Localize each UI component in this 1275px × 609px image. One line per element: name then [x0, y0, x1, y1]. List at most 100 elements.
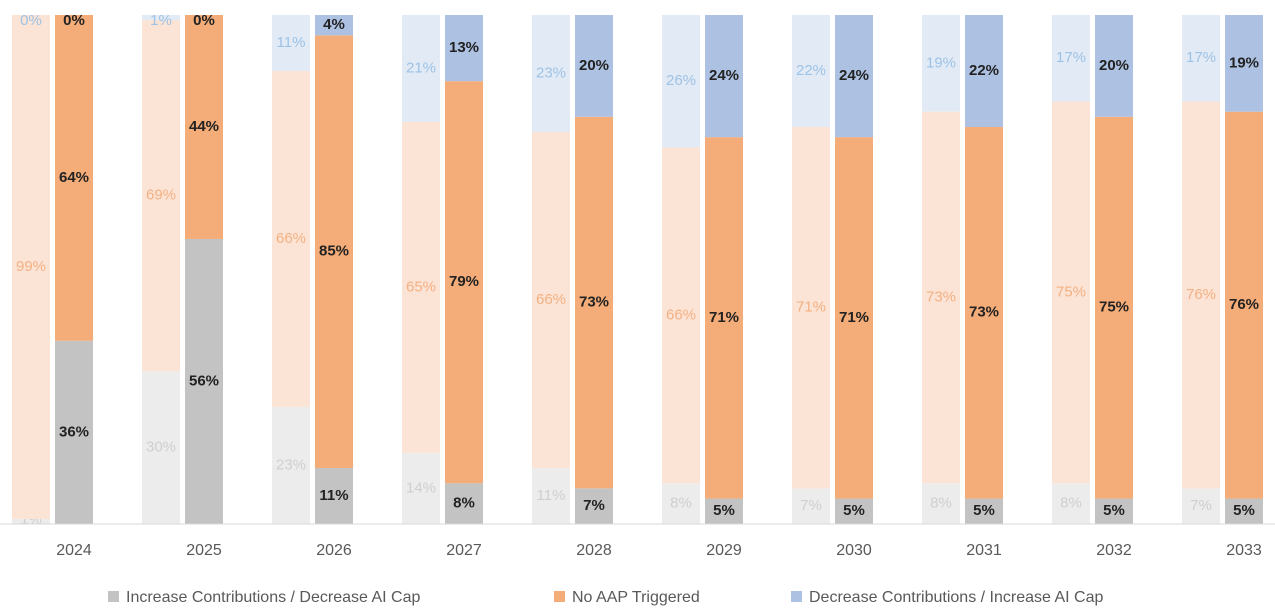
- data-label: 22%: [796, 62, 826, 79]
- data-label: 23%: [276, 456, 306, 473]
- data-label: 24%: [839, 67, 869, 84]
- faded-bar-segment: [272, 70, 310, 407]
- data-label: 30%: [146, 439, 176, 456]
- x-tick-label: 2028: [576, 542, 612, 559]
- faded-bar-segment: [922, 483, 960, 524]
- data-label: 75%: [1056, 283, 1086, 300]
- bar-segment: [445, 483, 483, 524]
- data-label: 0%: [63, 12, 85, 29]
- faded-bar-segment: [792, 488, 830, 524]
- x-tick-label: 2033: [1226, 542, 1262, 559]
- data-label: 17%: [1056, 49, 1086, 66]
- bar-segment: [185, 238, 223, 524]
- data-label: 69%: [146, 187, 176, 204]
- data-label: 0%: [193, 12, 215, 29]
- x-tick-label: 2027: [446, 542, 482, 559]
- faded-bar-segment: [532, 15, 570, 133]
- legend-label: Increase Contributions / Decrease AI Cap: [126, 589, 420, 606]
- data-label: 22%: [969, 62, 999, 79]
- bar-segment: [1225, 111, 1263, 499]
- bar-segment: [705, 15, 743, 138]
- legend-label: No AAP Triggered: [572, 589, 700, 606]
- data-label: 21%: [406, 59, 436, 76]
- x-tick-label: 2032: [1096, 542, 1132, 559]
- data-label: 5%: [843, 502, 865, 519]
- bar-segment: [1095, 116, 1133, 499]
- data-label: 4%: [323, 16, 345, 33]
- x-tick-label: 2026: [316, 542, 352, 559]
- x-tick-label: 2029: [706, 542, 742, 559]
- data-label: 85%: [319, 243, 349, 260]
- data-label: 26%: [666, 72, 696, 89]
- faded-bar-segment: [142, 20, 180, 372]
- bar-segment: [965, 126, 1003, 499]
- data-label: 1%: [150, 12, 172, 29]
- data-label: 75%: [1099, 299, 1129, 316]
- faded-bar-segment: [662, 147, 700, 484]
- data-label: 20%: [1099, 57, 1129, 74]
- data-label: 76%: [1229, 296, 1259, 313]
- data-label: 5%: [973, 502, 995, 519]
- bar-segment: [315, 15, 353, 36]
- data-label: 73%: [926, 288, 956, 305]
- data-label: 71%: [709, 309, 739, 326]
- faded-bar-segment: [1052, 101, 1090, 484]
- faded-bar-segment: [1182, 488, 1220, 524]
- bar-segment: [1225, 498, 1263, 524]
- faded-bar-segment: [402, 15, 440, 122]
- bar-segment: [705, 498, 743, 524]
- legend-swatch: [554, 591, 565, 602]
- data-label: 5%: [1233, 502, 1255, 519]
- faded-bar-segment: [792, 15, 830, 127]
- data-label: 44%: [189, 118, 219, 135]
- data-label: 5%: [1103, 502, 1125, 519]
- data-label: 8%: [453, 495, 475, 512]
- faded-bar-segment: [402, 121, 440, 453]
- bar-segment: [705, 137, 743, 499]
- data-label: 7%: [583, 497, 605, 514]
- faded-bar-segment: [402, 452, 440, 524]
- faded-bar-segment: [142, 371, 180, 524]
- legend-label: Decrease Contributions / Increase AI Cap: [809, 589, 1103, 606]
- faded-bar-segment: [532, 132, 570, 469]
- faded-bar-segment: [272, 15, 310, 71]
- data-label: 14%: [406, 479, 436, 496]
- faded-bar-segment: [792, 126, 830, 489]
- bar-segment: [1095, 15, 1133, 117]
- faded-bar-segment: [272, 406, 310, 524]
- faded-bar-segment: [922, 15, 960, 112]
- bar-segment: [1225, 15, 1263, 112]
- bar-segment: [185, 15, 223, 239]
- data-label: 11%: [277, 34, 306, 51]
- bar-segment: [965, 15, 1003, 127]
- data-label: 24%: [709, 67, 739, 84]
- data-label: 71%: [839, 309, 869, 326]
- x-tick-label: 2030: [836, 542, 872, 559]
- bar-segment: [575, 488, 613, 524]
- data-label: 66%: [276, 230, 306, 247]
- faded-bar-segment: [532, 468, 570, 524]
- data-label: 11%: [537, 487, 566, 504]
- data-label: 8%: [670, 495, 692, 512]
- data-label: 56%: [189, 372, 219, 389]
- data-label: 66%: [536, 291, 566, 308]
- bar-segment: [835, 498, 873, 524]
- bar-segment: [575, 15, 613, 117]
- faded-bar-segment: [1182, 101, 1220, 489]
- data-label: 79%: [449, 273, 479, 290]
- data-label: 23%: [536, 65, 566, 82]
- data-label: 17%: [1186, 49, 1216, 66]
- data-label: 73%: [969, 304, 999, 321]
- bar-segment: [965, 498, 1003, 524]
- data-label: 8%: [1060, 495, 1082, 512]
- bar-segment: [835, 15, 873, 138]
- data-label: 20%: [579, 57, 609, 74]
- data-label: 7%: [800, 497, 822, 514]
- legend-swatch: [791, 591, 802, 602]
- bar-segment: [55, 340, 93, 524]
- bar-segment: [55, 15, 93, 341]
- data-label: 73%: [579, 294, 609, 311]
- data-label: 71%: [796, 299, 826, 316]
- data-label: 65%: [406, 278, 436, 295]
